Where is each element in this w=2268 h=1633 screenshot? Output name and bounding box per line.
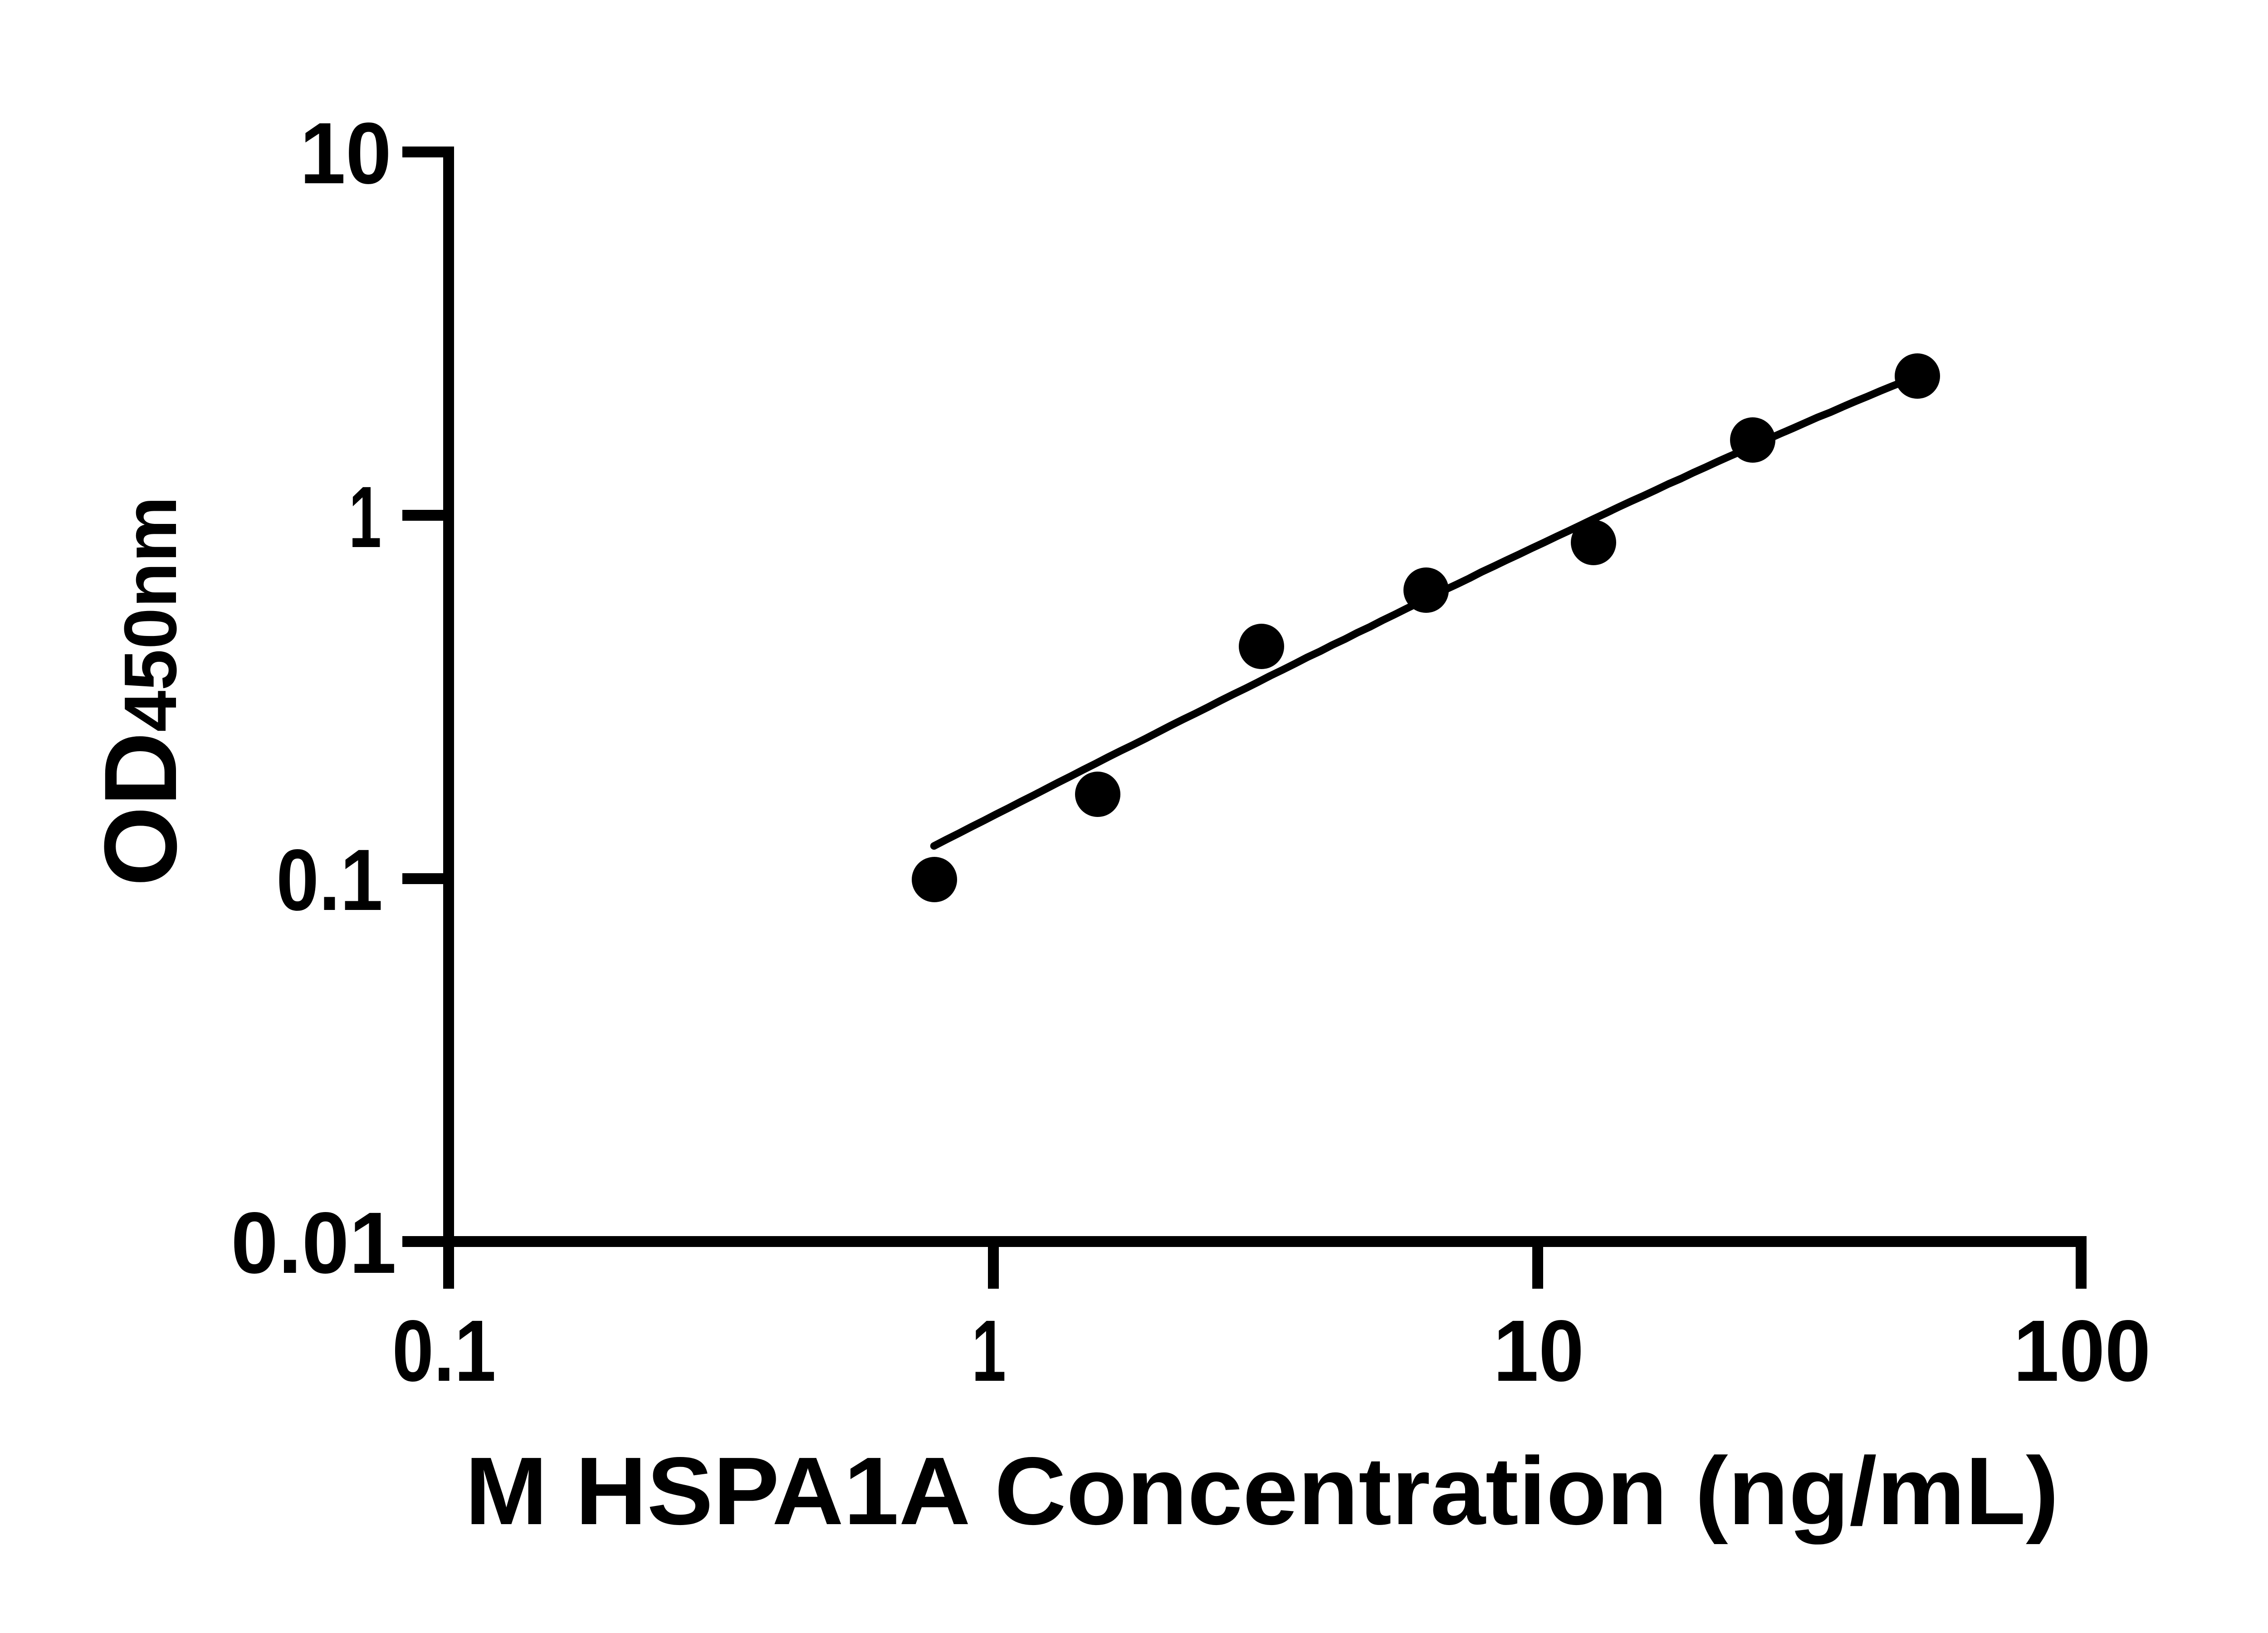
svg-text:1: 1 — [349, 468, 381, 566]
svg-text:10: 10 — [1493, 1302, 1584, 1399]
svg-text:0.01: 0.01 — [231, 1194, 396, 1291]
svg-text:0.1: 0.1 — [392, 1302, 496, 1399]
svg-text:M HSPA1A Concentration (ng/mL): M HSPA1A Concentration (ng/mL) — [465, 1437, 2059, 1545]
svg-text:0.1: 0.1 — [276, 831, 383, 929]
svg-text:1: 1 — [972, 1302, 1006, 1399]
svg-text:10: 10 — [300, 104, 391, 202]
svg-text:100: 100 — [2014, 1302, 2151, 1399]
